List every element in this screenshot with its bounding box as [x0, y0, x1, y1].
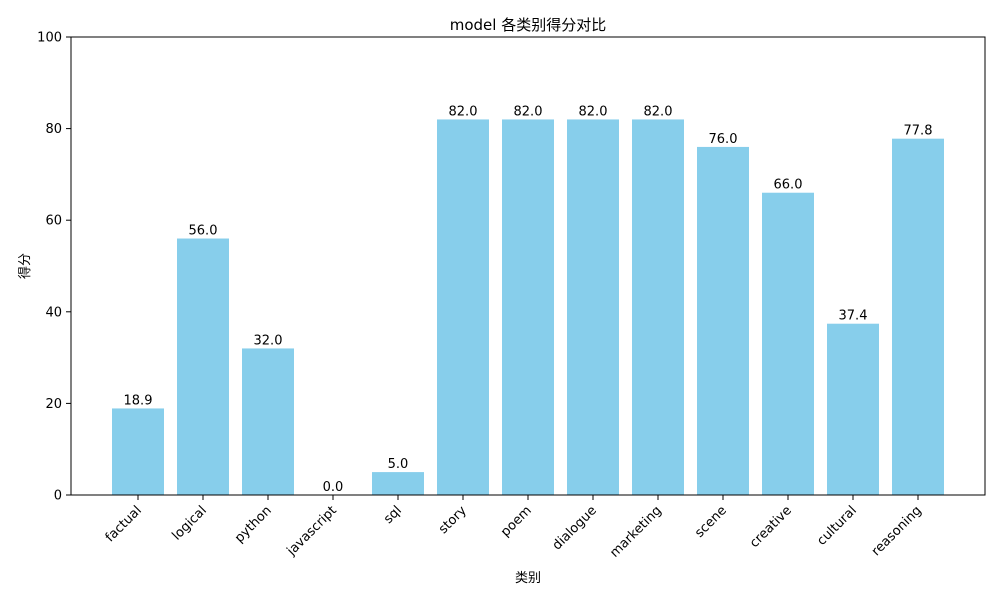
bars-layer	[112, 119, 944, 496]
data-label-logical: 56.0	[189, 224, 218, 239]
y-tick-label: 40	[45, 305, 62, 320]
x-axis: factual logical python javascript sql story po…	[103, 495, 925, 561]
bar-marketing	[632, 119, 684, 495]
bar-python	[242, 348, 294, 495]
bar-reasoning	[892, 138, 944, 495]
x-tick-label-logical: logical	[169, 503, 209, 543]
y-tick-label: 20	[45, 397, 62, 412]
y-axis: 0 20 40 60 80 100	[37, 31, 71, 504]
x-tick-label-dialogue: dialogue	[550, 503, 600, 553]
data-label-reasoning: 77.8	[904, 124, 933, 139]
bar-cultural	[827, 323, 879, 495]
x-tick-label-javascript: javascript	[284, 503, 340, 559]
x-tick-label-cultural: cultural	[814, 503, 859, 548]
bar-factual	[112, 408, 164, 495]
data-label-poem: 82.0	[514, 104, 543, 119]
bar-dialogue	[567, 119, 619, 495]
x-tick-label-story: story	[436, 503, 470, 537]
y-tick-label: 80	[45, 122, 62, 137]
bar-poem	[502, 119, 554, 495]
y-tick-label: 100	[37, 31, 62, 46]
data-label-creative: 66.0	[774, 178, 803, 193]
data-label-story: 82.0	[449, 104, 478, 119]
x-tick-label-factual: factual	[103, 503, 145, 545]
data-label-cultural: 37.4	[839, 309, 868, 324]
x-tick-label-reasoning: reasoning	[869, 503, 925, 559]
x-tick-label-poem: poem	[498, 503, 535, 540]
bar-scene	[697, 146, 749, 496]
x-tick-label-python: python	[232, 503, 275, 546]
data-label-sql: 5.0	[388, 457, 409, 472]
data-label-python: 32.0	[254, 333, 283, 348]
y-axis-label: 得分	[17, 253, 33, 279]
bar-creative	[762, 192, 814, 495]
x-axis-label: 类别	[515, 571, 541, 586]
y-tick-label: 0	[54, 489, 62, 504]
x-tick-label-creative: creative	[747, 503, 795, 551]
x-tick-label-marketing: marketing	[607, 503, 664, 560]
chart-title: model 各类别得分对比	[450, 16, 606, 34]
data-label-factual: 18.9	[124, 393, 153, 408]
bar-sql	[372, 472, 424, 495]
data-label-scene: 76.0	[709, 132, 738, 147]
x-tick-label-sql: sql	[381, 503, 405, 527]
x-tick-label-scene: scene	[692, 503, 730, 541]
data-label-marketing: 82.0	[644, 104, 673, 119]
data-label-javascript: 0.0	[323, 480, 344, 495]
bar-logical	[177, 238, 229, 495]
data-labels-layer: 18.9 56.0 32.0 0.0 5.0 82.0 82.0 82.0 82.0 76.0 66…	[124, 104, 933, 495]
y-tick-label: 60	[45, 214, 62, 229]
bar-story	[437, 119, 489, 495]
data-label-dialogue: 82.0	[579, 104, 608, 119]
